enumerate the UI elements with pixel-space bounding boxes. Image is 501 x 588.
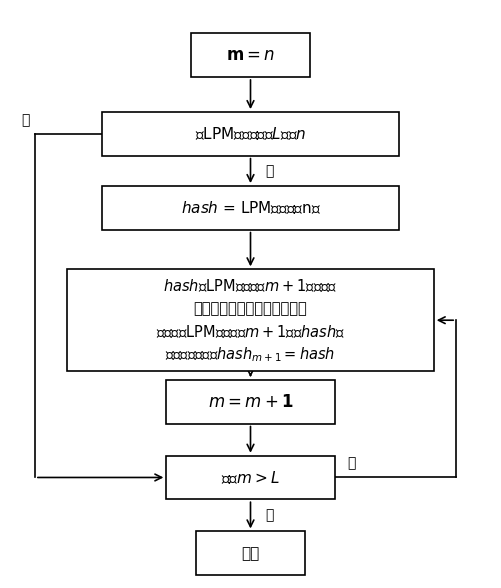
Text: 是: 是 [266, 509, 274, 522]
Text: $hash$ = LPM规则的前n位: $hash$ = LPM规则的前n位 [180, 199, 321, 216]
Text: $m = m+\mathbf{1}$: $m = m+\mathbf{1}$ [208, 393, 293, 411]
Text: $\mathbf{m} = n$: $\mathbf{m} = n$ [226, 46, 275, 64]
Text: 是: 是 [266, 164, 274, 178]
FancyBboxPatch shape [67, 269, 434, 371]
Text: 并存储起来，即$hash_{m+1} = hash$: 并存储起来，即$hash_{m+1} = hash$ [165, 345, 336, 363]
Text: 结束: 结束 [241, 546, 260, 561]
Text: 如果$m > L$: 如果$m > L$ [221, 469, 280, 486]
Text: 得到这个LPM规则在第$m+1$位的$hash$值: 得到这个LPM规则在第$m+1$位的$hash$值 [156, 323, 345, 340]
Text: 否: 否 [22, 113, 30, 127]
Text: 否: 否 [347, 456, 356, 470]
FancyBboxPatch shape [166, 380, 335, 423]
FancyBboxPatch shape [191, 34, 310, 77]
FancyBboxPatch shape [166, 456, 335, 499]
FancyBboxPatch shape [102, 112, 399, 156]
Text: $hash$与LPM规则的第$m+1$位相结合: $hash$与LPM规则的第$m+1$位相结合 [163, 278, 338, 295]
Text: 对这个组合的每一位相互异或: 对这个组合的每一位相互异或 [193, 302, 308, 316]
FancyBboxPatch shape [196, 532, 305, 575]
Text: 若LPM规则的长度$L$大于$n$: 若LPM规则的长度$L$大于$n$ [195, 125, 306, 142]
FancyBboxPatch shape [102, 186, 399, 230]
